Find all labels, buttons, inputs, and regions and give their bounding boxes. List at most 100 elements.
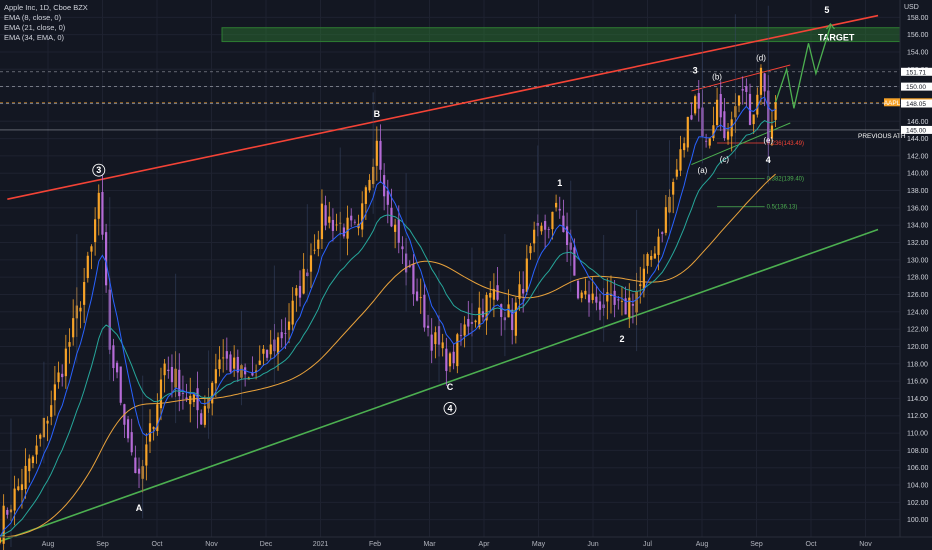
candle-body	[606, 292, 609, 302]
candle-body	[485, 294, 488, 321]
candle-body	[423, 294, 426, 328]
candle-body	[295, 288, 298, 296]
candle-body	[291, 300, 294, 325]
currency-label: USD	[904, 4, 919, 11]
candle-body	[276, 337, 280, 354]
y-tick-label: 154.00	[907, 49, 929, 56]
resistance-trendline	[7, 14, 879, 200]
y-tick-label: 112.00	[907, 413, 928, 420]
y-tick-label: 130.00	[907, 257, 929, 264]
candle-body	[518, 284, 521, 299]
wave-label: B	[374, 109, 381, 119]
x-tick-label: 2021	[313, 541, 329, 548]
candle-body	[748, 93, 752, 125]
target-zone	[221, 27, 901, 43]
ema-21-line	[0, 120, 776, 538]
x-tick-label: Dec	[260, 541, 273, 548]
candle-body	[595, 296, 598, 303]
y-tick-label: 124.00	[907, 309, 929, 316]
candle-body	[705, 140, 708, 142]
candle-body	[130, 432, 133, 453]
y-tick-label: 108.00	[907, 448, 929, 455]
candle-body	[46, 420, 49, 424]
candle-body	[533, 229, 536, 244]
y-tick-label: 122.00	[907, 327, 929, 334]
candle-body	[763, 73, 766, 92]
fib-level-label: 0.5(136.13)	[767, 205, 798, 211]
fib-level-label: 0.382(139.40)	[767, 176, 804, 182]
candle-body	[609, 293, 613, 296]
candle-body	[456, 334, 459, 367]
candle-body	[719, 94, 722, 118]
candle-body	[159, 379, 163, 409]
candle-body	[361, 203, 364, 230]
candle-body	[68, 342, 71, 347]
candle-body	[375, 140, 378, 166]
candle-body	[31, 456, 35, 464]
price-level-label: 151.71	[906, 69, 926, 76]
candle-body	[759, 67, 763, 95]
legend-ema-8[interactable]: EMA (8, close, 0)	[4, 13, 62, 22]
candle-body	[679, 149, 682, 171]
time-axis[interactable]: Aug Sep Oct Nov Dec 2021 Feb Mar Apr May Jun Jul Aug…	[0, 536, 932, 548]
candle-body	[28, 458, 31, 472]
y-tick-label: 126.00	[907, 292, 929, 299]
candle-body	[551, 211, 554, 230]
candle-body	[408, 266, 411, 268]
candle-body	[50, 405, 53, 417]
price-axis[interactable]: 100.00 102.00 104.00 106.00 108.00 110.00 112.…	[884, 0, 932, 537]
candle-body	[265, 349, 269, 358]
candle-body	[298, 285, 302, 298]
wave-label: 4	[447, 403, 452, 413]
y-tick-label: 156.00	[907, 32, 929, 39]
candle-body	[233, 357, 236, 369]
candle-body	[386, 190, 389, 205]
candle-body	[262, 348, 265, 354]
candle-body	[544, 221, 547, 230]
candle-body	[94, 219, 97, 243]
y-tick-label: 132.00	[907, 240, 929, 247]
legend-ema-34[interactable]: EMA (34, EMA, 0)	[4, 33, 65, 42]
candle-body	[258, 360, 261, 365]
y-tick-label: 146.00	[907, 119, 929, 126]
candle-body	[617, 299, 620, 301]
candle-body	[745, 85, 748, 93]
candle-body	[2, 505, 5, 544]
ema-34-line	[0, 173, 776, 538]
candle-body	[342, 227, 345, 237]
x-tick-label: Oct	[152, 541, 163, 548]
candle-body	[463, 324, 466, 336]
candle-body	[134, 457, 137, 474]
previous-ath-label: PREVIOUS ATH	[858, 133, 906, 140]
x-tick-label: Aug	[696, 541, 709, 548]
candle-body	[697, 93, 700, 109]
wave-label: (b)	[712, 73, 722, 82]
candle-body	[20, 484, 24, 491]
y-tick-label: 120.00	[907, 344, 929, 351]
x-tick-label: Nov	[205, 541, 218, 548]
candle-body	[756, 94, 759, 115]
y-tick-label: 128.00	[907, 275, 929, 282]
projection-arrow	[825, 22, 835, 30]
candle-body	[105, 232, 108, 286]
candle-body	[317, 239, 320, 249]
x-tick-label: Jun	[587, 541, 598, 548]
wave-label: (c)	[720, 155, 730, 164]
legend-title[interactable]: Apple Inc, 1D, Cboe BZX	[4, 3, 88, 12]
candle-body	[61, 373, 64, 378]
price-level-label: 148.05	[906, 101, 926, 108]
trendlines	[0, 14, 879, 543]
candle-body	[17, 486, 20, 491]
candle-body	[690, 115, 693, 120]
candle-body	[39, 434, 42, 439]
candle-body	[335, 224, 338, 226]
candle-body	[514, 302, 517, 336]
legend-ema-21[interactable]: EMA (21, close, 0)	[4, 23, 66, 32]
price-level-box	[901, 82, 932, 91]
y-tick-label: 134.00	[907, 223, 929, 230]
candle-body	[591, 293, 594, 300]
candle-body	[426, 325, 430, 328]
wave-label: 3	[96, 165, 101, 175]
